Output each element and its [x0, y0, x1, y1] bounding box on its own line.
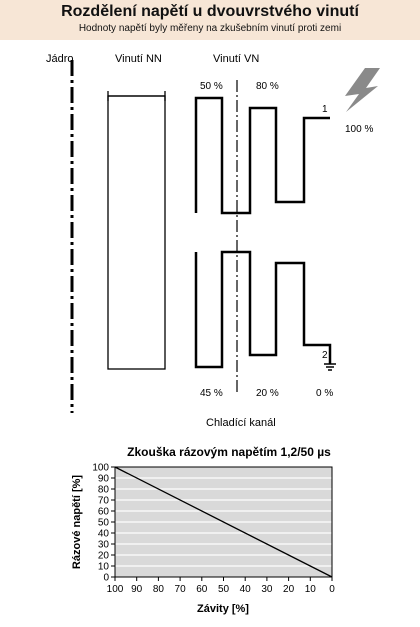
terminal-1-label: 1 [322, 104, 328, 115]
pct-top-1: 50 % [200, 81, 223, 92]
lightning-icon [345, 68, 380, 112]
pct-top-2: 80 % [256, 81, 279, 92]
lv-winding-box [107, 95, 166, 370]
y-tick-label: 90 [98, 474, 110, 485]
x-tick-label: 30 [261, 584, 273, 595]
grid-lines [111, 466, 333, 581]
x-tick-label: 70 [175, 584, 187, 595]
winding-diagram: Jádro Vinutí NN Vinutí VN 1 2 50 % 80 % … [46, 53, 380, 429]
x-tick-label: 40 [240, 584, 252, 595]
x-tick-labels: 100 90 80 70 60 50 40 30 20 10 0 [107, 584, 336, 595]
y-tick-label: 20 [98, 551, 110, 562]
y-axis-label: Rázové napětí [%] [71, 475, 83, 569]
y-tick-label: 70 [98, 496, 110, 507]
core-label: Jádro [46, 53, 74, 65]
y-tick-label: 30 [98, 540, 110, 551]
pct-top-3: 100 % [345, 124, 373, 135]
pct-bottom-3: 0 % [316, 388, 333, 399]
impulse-test-chart: Zkouška rázovým napětím 1,2/50 µs 100908… [71, 445, 336, 615]
pct-bottom-1: 45 % [200, 388, 223, 399]
y-tick-label: 100 [92, 463, 109, 474]
y-tick-label: 0 [103, 573, 109, 584]
page-title: Rozdělení napětí u dvouvrstvého vinutí [61, 3, 359, 20]
header-band: Rozdělení napětí u dvouvrstvého vinutí H… [0, 0, 420, 40]
x-tick-label: 100 [107, 584, 124, 595]
hv-winding-upper-path [194, 96, 330, 215]
hv-winding-lower-path [194, 250, 332, 369]
x-tick-label: 0 [329, 584, 335, 595]
x-tick-label: 20 [283, 584, 295, 595]
y-tick-label: 10 [98, 562, 110, 573]
chart-title: Zkouška rázovým napětím 1,2/50 µs [127, 445, 331, 459]
hv-winding-label: Vinutí VN [213, 53, 259, 65]
page-subtitle: Hodnoty napětí byly měřeny na zkušebním … [78, 23, 342, 34]
x-axis-label: Závity [%] [197, 603, 249, 615]
x-tick-label: 80 [153, 584, 165, 595]
pct-bottom-2: 20 % [256, 388, 279, 399]
x-tick-label: 50 [218, 584, 230, 595]
x-tick-label: 10 [305, 584, 317, 595]
cooling-channel-label: Chladící kanál [206, 417, 276, 429]
data-layer [114, 466, 333, 578]
y-tick-label: 80 [98, 485, 110, 496]
series-line [114, 466, 333, 578]
y-tick-label: 60 [98, 507, 110, 518]
y-tick-label: 50 [98, 518, 110, 529]
x-tick-label: 90 [131, 584, 143, 595]
terminal-2-label: 2 [322, 350, 328, 361]
y-tick-label: 40 [98, 529, 110, 540]
lv-winding-label: Vinutí NN [115, 53, 162, 65]
x-tick-label: 60 [196, 584, 208, 595]
